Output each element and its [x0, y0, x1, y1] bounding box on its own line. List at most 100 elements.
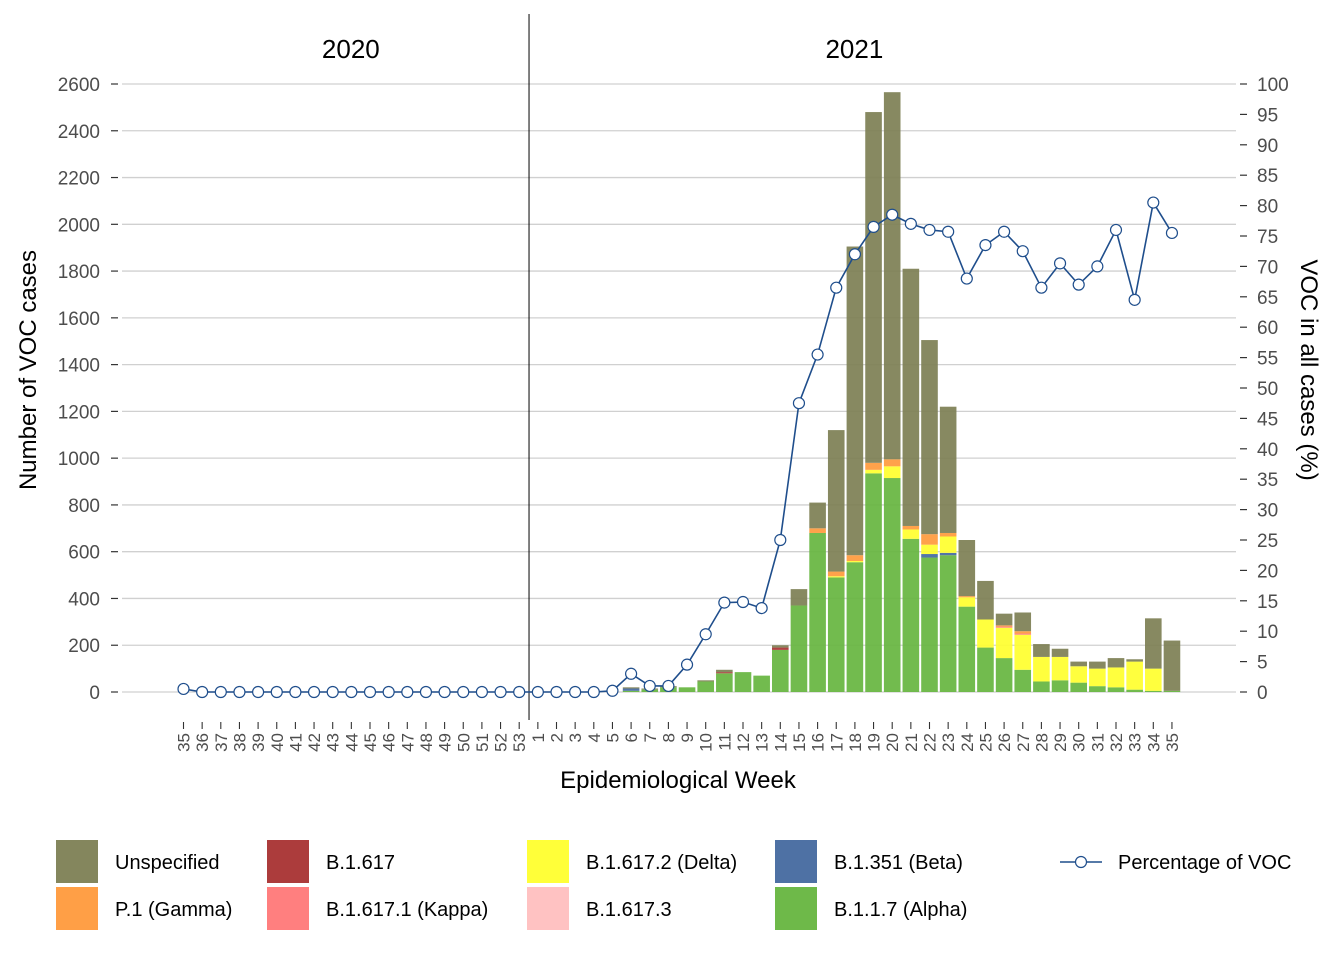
bar-segment [1051, 648, 1069, 657]
x-tick-label: 41 [286, 733, 305, 752]
legend-swatch [56, 840, 98, 883]
x-tick-label: 23 [939, 733, 958, 752]
y2-tick-label: 25 [1257, 531, 1278, 552]
bar-segment [921, 340, 938, 535]
y-tick-label: 200 [68, 636, 100, 657]
percentage-point [270, 685, 283, 699]
x-tick-label: 29 [1051, 733, 1070, 752]
bar-segment [921, 554, 938, 558]
bar-segment [865, 462, 882, 470]
bar-segment [827, 430, 845, 572]
bar-segment [1014, 631, 1032, 634]
x-tick-label: 35 [1163, 733, 1182, 752]
percentage-point [1053, 257, 1067, 270]
y-tick-label: 0 [89, 683, 100, 704]
bar-segment [1033, 681, 1050, 692]
bar-segment [958, 540, 976, 597]
y2-tick-label: 100 [1257, 75, 1289, 96]
x-tick-label: 30 [1070, 733, 1089, 752]
x-tick-label: 32 [1107, 733, 1126, 752]
legend-point-key [1074, 855, 1088, 869]
legend-swatch [527, 887, 569, 930]
bar-segment [1051, 680, 1069, 692]
percentage-point [979, 239, 992, 252]
bar-segment [1070, 682, 1087, 692]
x-tick-label: 3 [566, 733, 585, 742]
percentage-point [848, 248, 862, 261]
percentage-point [1165, 226, 1179, 240]
percentage-point [196, 685, 209, 699]
bar-segment [1014, 612, 1032, 632]
bar-segment [716, 672, 733, 674]
bar-segment [883, 92, 901, 460]
y-tick-label: 1800 [58, 262, 100, 283]
percentage-point [997, 225, 1011, 238]
x-tick-label: 4 [585, 733, 604, 742]
bar-segment [1107, 687, 1125, 692]
y-tick-label: 400 [68, 589, 100, 610]
x-tick-label: 37 [212, 733, 231, 752]
percentage-point [569, 685, 582, 699]
bar-segment [1033, 644, 1050, 657]
x-tick-label: 35 [175, 733, 194, 752]
bar-segment [1126, 659, 1143, 662]
bar-segment [902, 268, 920, 526]
bar-segment [1033, 656, 1050, 682]
percentage-point [513, 685, 526, 699]
percentage-point [401, 685, 414, 699]
percentage-point [233, 685, 246, 699]
percentage-point [494, 685, 507, 699]
legend-label: B.1.617.1 (Kappa) [326, 899, 488, 921]
legend-label: Unspecified [115, 852, 220, 874]
year-labels: 2020 2021 [322, 34, 883, 64]
percentage-point [326, 685, 339, 699]
legend-label: P.1 (Gamma) [115, 899, 232, 921]
bar-segment [995, 627, 1013, 659]
y2-tick-label: 40 [1257, 440, 1278, 461]
percentage-line [177, 196, 1179, 699]
y-tick-label: 1200 [58, 402, 100, 423]
x-tick-label: 24 [958, 733, 977, 752]
x-tick-label: 47 [398, 733, 417, 752]
x-tick-label: 8 [659, 733, 678, 742]
y2-tick-label: 5 [1257, 653, 1268, 674]
percentage-point [755, 601, 768, 615]
left-axis: 0 200 400 600 800 1000 1200 1400 1600 1800 2000 220… [58, 75, 118, 704]
bar-segment [622, 687, 640, 689]
bar-segment [1014, 633, 1032, 635]
bar-segment [622, 688, 640, 691]
percentage-point [699, 628, 712, 641]
bar-segment [827, 571, 845, 577]
legend-swatch [775, 887, 817, 930]
bar-segment [977, 647, 994, 692]
percentage-point [960, 272, 973, 285]
bar-segment [902, 538, 920, 692]
bar-segment [883, 459, 901, 467]
legend-label: B.1.351 (Beta) [834, 852, 963, 874]
bar-segment [716, 673, 733, 692]
legend-swatch [267, 887, 309, 930]
right-axis: 0 5 10 15 20 25 30 35 40 45 50 55 60 65 70 75 80 85 90 95 10… [1240, 75, 1289, 704]
legend: Unspecified B.1.617 B.1.617.2 (Delta) B.1.3… [56, 840, 1291, 930]
x-tick-label: 17 [827, 733, 846, 752]
bar-segment [921, 557, 938, 692]
percentage-point [1091, 260, 1104, 273]
x-tick-label: 46 [380, 733, 399, 752]
bar-segment [995, 625, 1013, 627]
bar-segment [1089, 686, 1106, 692]
bar-segment [1163, 640, 1181, 691]
x-tick-label: 33 [1126, 733, 1145, 752]
percentage-point [643, 679, 656, 693]
legend-swatch [527, 840, 569, 883]
x-tick-label: 44 [342, 733, 361, 752]
bar-segment [958, 606, 976, 692]
y2-tick-label: 70 [1257, 257, 1278, 278]
x-tick-label: 19 [865, 733, 884, 752]
bar-segment [622, 690, 640, 692]
x-tick-label: 7 [641, 733, 660, 742]
legend-label: B.1.617.2 (Delta) [586, 852, 737, 874]
bar-segment [1126, 661, 1143, 690]
y2-tick-label: 65 [1257, 288, 1278, 309]
x-tick-label: 10 [697, 733, 716, 752]
